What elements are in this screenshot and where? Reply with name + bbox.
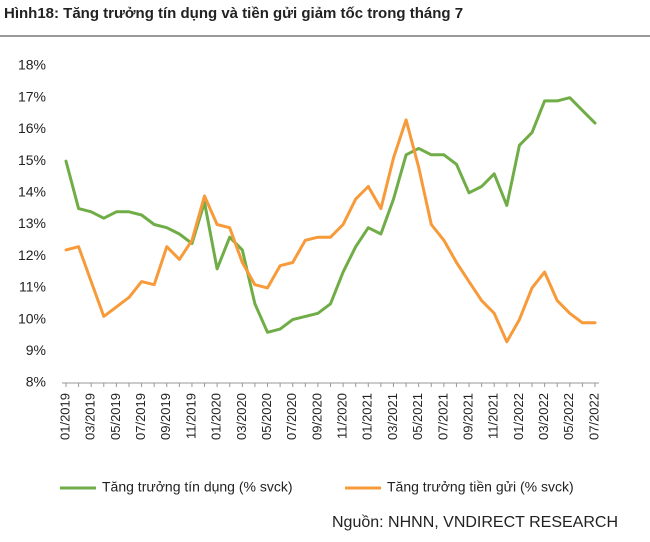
x-tick-label: 07/2020 bbox=[284, 393, 299, 440]
x-tick-label: 01/2020 bbox=[209, 393, 224, 440]
y-tick-label: 9% bbox=[26, 342, 46, 358]
x-tick-label: 03/2022 bbox=[536, 393, 551, 440]
x-tick-label: 11/2021 bbox=[486, 393, 501, 439]
x-tick-label: 05/2020 bbox=[259, 393, 274, 440]
x-tick-label: 01/2022 bbox=[511, 393, 526, 440]
y-tick-label: 10% bbox=[18, 310, 46, 326]
x-tick-label: 09/2020 bbox=[309, 393, 324, 440]
y-tick-label: 11% bbox=[19, 279, 46, 295]
x-tick-label: 11/2019 bbox=[183, 393, 198, 439]
x-tick-label: 03/2021 bbox=[385, 393, 400, 440]
y-tick-label: 15% bbox=[18, 152, 46, 168]
x-tick-label: 03/2020 bbox=[234, 393, 249, 440]
x-tick-label: 01/2021 bbox=[360, 393, 375, 440]
x-tick-label: 09/2021 bbox=[460, 393, 475, 440]
legend-label: Tăng trưởng tín dụng (% svck) bbox=[102, 479, 293, 495]
y-tick-label: 16% bbox=[18, 120, 46, 136]
x-tick-label: 07/2022 bbox=[586, 393, 601, 440]
y-tick-label: 12% bbox=[18, 247, 46, 263]
y-tick-label: 13% bbox=[18, 215, 46, 231]
legend-label: Tăng trưởng tiền gửi (% svck) bbox=[387, 479, 574, 495]
y-tick-label: 18% bbox=[18, 57, 46, 73]
series-line bbox=[64, 96, 597, 334]
y-tick-label: 14% bbox=[18, 184, 46, 200]
source-note: Nguồn: NHNN, VNDIRECT RESEARCH bbox=[332, 514, 618, 531]
y-tick-label: 17% bbox=[18, 88, 46, 104]
series-line bbox=[64, 118, 597, 344]
x-tick-label: 01/2019 bbox=[57, 393, 72, 440]
chart-title: Hình18: Tăng trưởng tín dụng và tiền gửi… bbox=[4, 5, 463, 22]
x-tick-label: 09/2019 bbox=[158, 393, 173, 440]
x-tick-label: 05/2021 bbox=[410, 393, 425, 440]
x-tick-label: 11/2020 bbox=[335, 393, 350, 439]
x-tick-label: 07/2021 bbox=[435, 393, 450, 440]
x-tick-label: 05/2019 bbox=[108, 393, 123, 440]
x-tick-label: 05/2022 bbox=[561, 393, 576, 440]
x-tick-label: 03/2019 bbox=[83, 393, 98, 440]
y-tick-label: 8% bbox=[26, 374, 46, 390]
x-tick-label: 07/2019 bbox=[133, 393, 148, 440]
